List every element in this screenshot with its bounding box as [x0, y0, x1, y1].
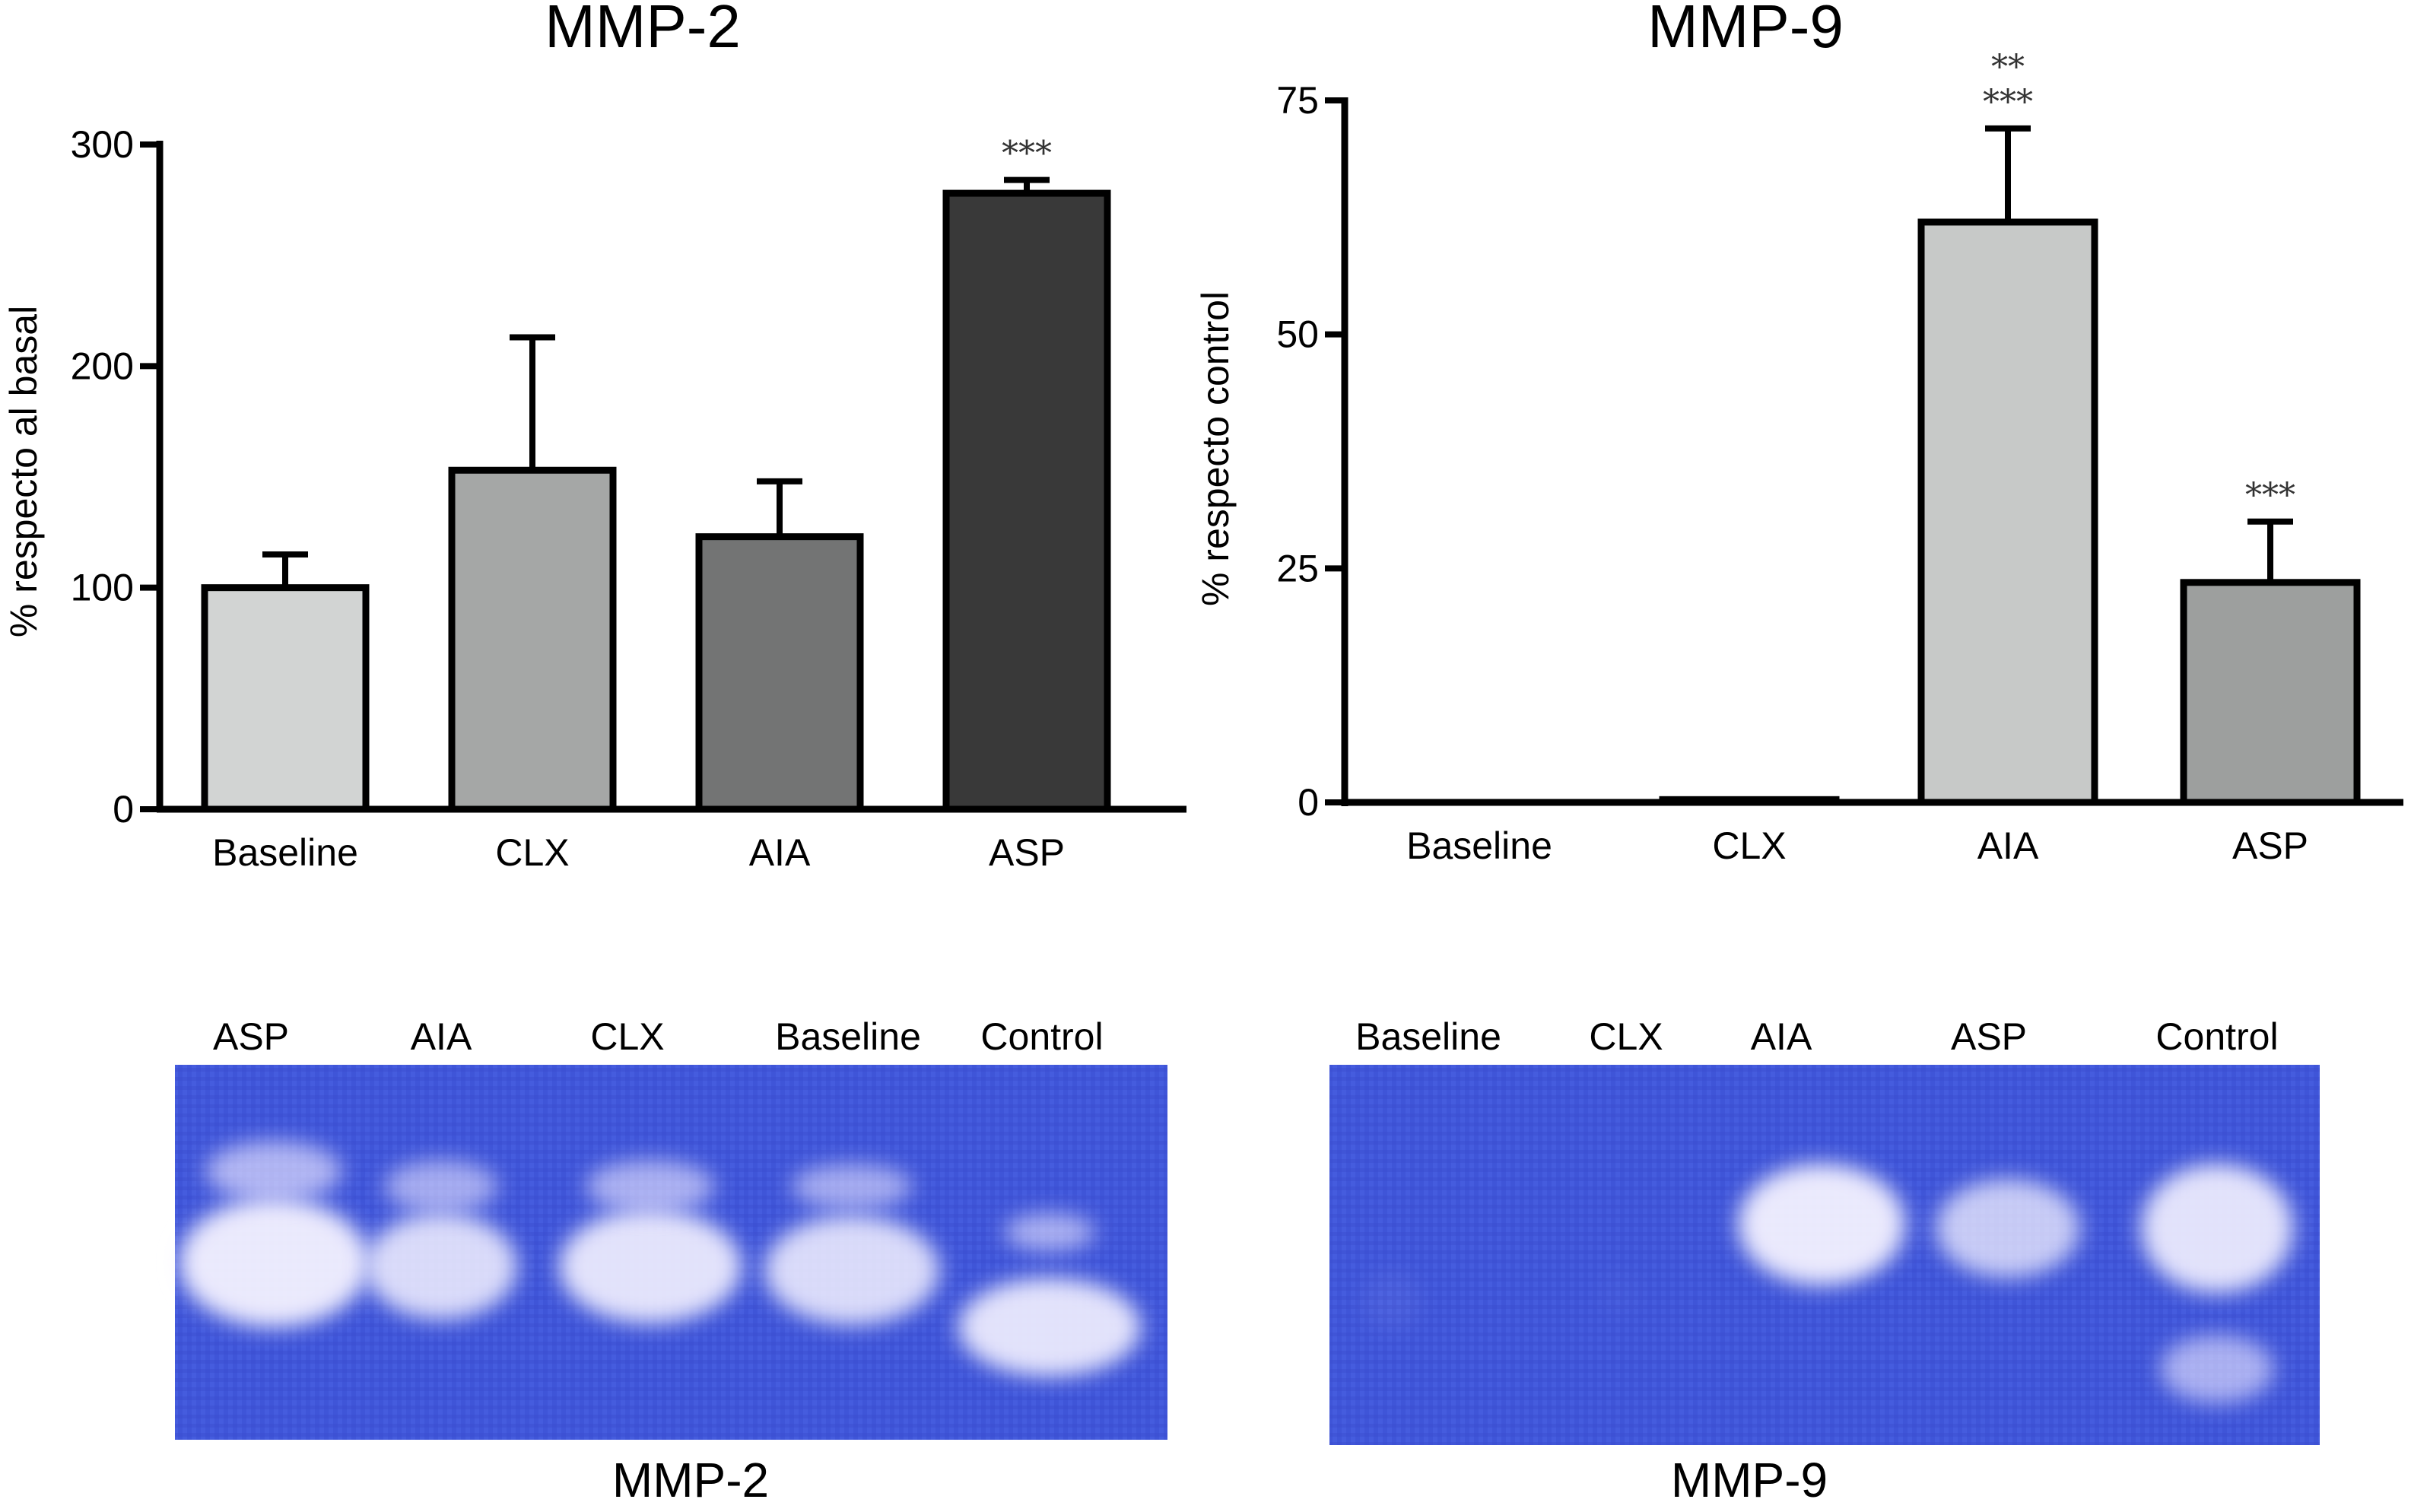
- mmp9-y-tick-label: 25: [1276, 547, 1319, 589]
- mmp2-significance-marks: ***: [1002, 135, 1052, 173]
- mmp2-gel-band-secondary: [1004, 1213, 1095, 1251]
- mmp9-gel-band-control: [2141, 1164, 2293, 1293]
- mmp2-y-tick-label: 100: [71, 567, 134, 609]
- mmp9-x-tick-label: CLX: [1712, 824, 1786, 867]
- mmp2-x-tick-label: CLX: [495, 831, 569, 874]
- mmp2-gel-lane-labels: ASP AIA CLX Baseline Control: [213, 1015, 1104, 1058]
- mmp9-x-tick-label: AIA: [1977, 824, 2039, 867]
- mmp9-y-ticks: 0 25 50 75: [1276, 79, 1345, 824]
- mmp9-bar-aia: [1917, 218, 2098, 806]
- mmp9-y-axis-label: % respecto control: [1194, 291, 1237, 606]
- mmp2-zymogram: ASP AIA CLX Baseline Control MMP-2: [175, 1015, 1167, 1507]
- mmp9-gel-band-secondary: [2160, 1335, 2274, 1403]
- mmp9-x-tick-label: ASP: [2232, 824, 2308, 867]
- mmp9-y-tick-label: 0: [1298, 781, 1319, 824]
- mmp2-significance-mark: ***: [1002, 135, 1052, 173]
- mmp2-gel-band-baseline: [764, 1215, 939, 1325]
- mmp9-gel-band-aia: [1738, 1164, 1905, 1285]
- mmp2-y-tick-label: 0: [113, 788, 134, 831]
- mmp9-gel-lane-label: ASP: [1951, 1015, 2027, 1058]
- mmp2-gel-lane-label: AIA: [411, 1015, 472, 1058]
- mmp9-gel-band-baseline: [1361, 1270, 1422, 1331]
- mmp2-gel-band-clx: [559, 1209, 742, 1323]
- mmp9-gel-lane-label: Baseline: [1355, 1015, 1501, 1058]
- mmp9-gel-band-asp: [1936, 1179, 2080, 1278]
- mmp9-y-tick-label: 75: [1276, 79, 1319, 122]
- mmp2-y-tick-label: 300: [71, 123, 134, 166]
- mmp2-gel-band-secondary: [384, 1160, 498, 1213]
- mmp9-y-tick-label: 50: [1276, 313, 1319, 356]
- mmp9-significance-marks: ** ******: [1983, 48, 2295, 515]
- mmp2-gel-lane-label: Baseline: [775, 1015, 921, 1058]
- mmp9-x-tick-labels: Baseline CLX AIA ASP: [1406, 824, 2308, 867]
- mmp2-gel-lane-label: ASP: [213, 1015, 289, 1058]
- mmp2-bar-chart: MMP-2 % respecto al basal 0 100 200 300 Bas…: [2, 0, 1186, 874]
- mmp2-gel-caption: MMP-2: [612, 1453, 769, 1507]
- mmp2-gel-band-secondary: [791, 1164, 913, 1209]
- mmp9-gel-lane-label: AIA: [1751, 1015, 1812, 1058]
- mmp2-y-ticks: 0 100 200 300: [71, 123, 160, 831]
- mmp9-gel-lane-label: Control: [2155, 1015, 2278, 1058]
- mmp9-significance-mark: ***: [2245, 476, 2295, 515]
- mmp2-chart-title: MMP-2: [545, 0, 741, 60]
- mmp2-gel-band-secondary: [586, 1160, 715, 1213]
- mmp9-gel-band-clx: [1597, 1270, 1643, 1316]
- mmp2-gel-bands: [179, 1141, 1141, 1377]
- mmp9-gel-bands: [1361, 1164, 2293, 1403]
- mmp9-x-tick-label: Baseline: [1406, 824, 1552, 867]
- mmp2-gel-band-aia: [365, 1213, 517, 1320]
- mmp9-gel-lane-labels: Baseline CLX AIA ASP Control: [1355, 1015, 2278, 1058]
- mmp9-bars: [1659, 125, 2361, 806]
- mmp2-y-axis-label: % respecto al basal: [2, 306, 45, 637]
- mmp2-gel-band-secondary: [205, 1141, 342, 1202]
- mmp2-gel-lane-label: CLX: [590, 1015, 664, 1058]
- mmp2-gel-band-control: [958, 1278, 1141, 1377]
- mmp2-x-tick-label: AIA: [749, 831, 811, 874]
- mmp2-x-tick-labels: Baseline CLX AIA ASP: [212, 831, 1065, 874]
- mmp9-bar-asp: [2180, 579, 2361, 806]
- mmp9-chart-title: MMP-9: [1647, 0, 1844, 60]
- mmp9-gel-lane-label: CLX: [1589, 1015, 1663, 1058]
- mmp2-gel-lane-label: Control: [980, 1015, 1103, 1058]
- mmp9-bar-clx: [1659, 796, 1840, 806]
- mmp9-gel-caption: MMP-9: [1671, 1453, 1828, 1507]
- mmp2-bar-baseline: [201, 584, 370, 813]
- mmp2-x-tick-label: Baseline: [212, 831, 358, 874]
- mmp2-bar-clx: [448, 466, 617, 813]
- mmp2-bar-aia: [695, 533, 864, 813]
- mmp2-gel-band-asp: [179, 1198, 369, 1327]
- mmp2-x-tick-label: ASP: [989, 831, 1065, 874]
- mmp2-bars: [201, 176, 1111, 813]
- mmp2-bar-asp: [942, 189, 1111, 813]
- mmp9-bar-chart: MMP-9 % respecto control 0 25 50 75 Baselin…: [1194, 0, 2403, 867]
- mmp9-zymogram: Baseline CLX AIA ASP Control MMP-9: [1329, 1015, 2320, 1507]
- mmp2-y-tick-label: 200: [71, 345, 134, 387]
- mmp9-significance-mark: ** ***: [1983, 48, 2033, 122]
